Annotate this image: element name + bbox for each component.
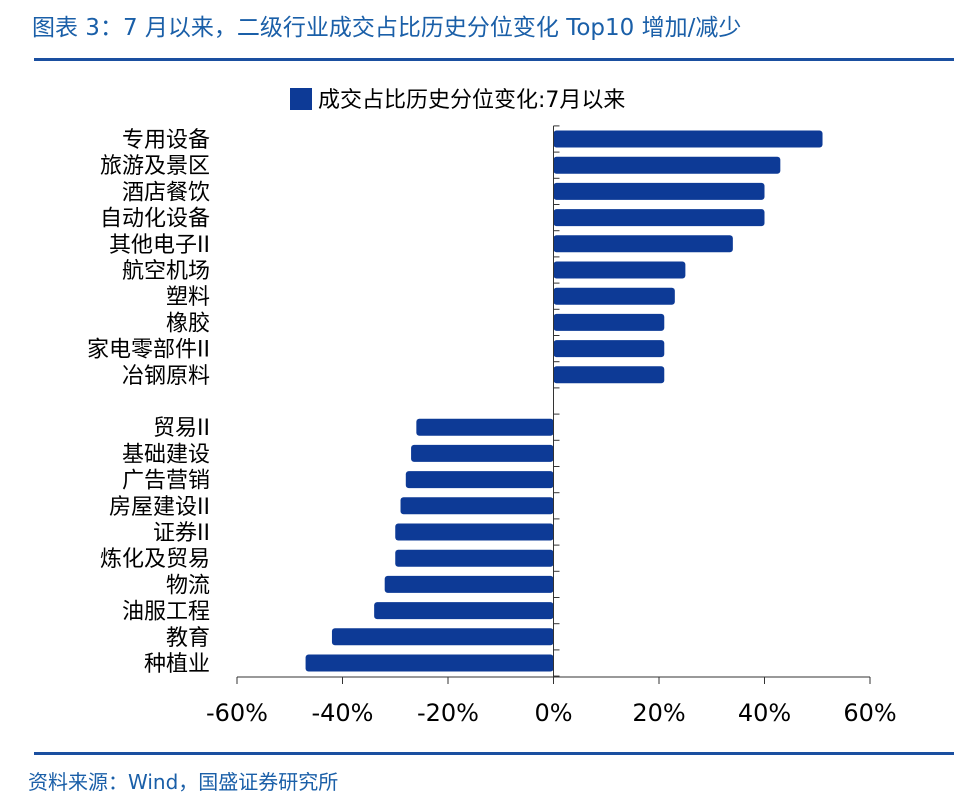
category-label: 酒店餐饮	[122, 180, 210, 205]
category-label: 贸易II	[153, 416, 210, 441]
category-label: 广告营销	[122, 469, 210, 494]
bar	[553, 340, 665, 358]
x-tick-label: 40%	[738, 699, 791, 727]
x-tick-label: -20%	[417, 699, 479, 727]
category-label: 教育	[166, 626, 210, 651]
category-label: 油服工程	[122, 600, 210, 625]
source-note: 资料来源：Wind，国盛证券研究所	[28, 770, 339, 794]
x-tick-label: -60%	[206, 699, 268, 727]
bar	[374, 602, 554, 620]
category-label: 家电零部件II	[87, 338, 210, 363]
category-label: 航空机场	[122, 259, 210, 284]
category-label: 炼化及贸易	[100, 547, 210, 572]
category-label: 旅游及景区	[100, 154, 210, 179]
bar	[416, 418, 554, 436]
category-label: 冶钢原料	[122, 364, 210, 389]
x-tick-label: -40%	[311, 699, 373, 727]
bar	[331, 628, 554, 646]
bar	[400, 497, 554, 515]
category-labels: 专用设备旅游及景区酒店餐饮自动化设备其他电子II航空机场塑料橡胶家电零部件II冶…	[87, 128, 210, 677]
category-label: 塑料	[166, 285, 210, 310]
bar	[553, 182, 765, 200]
category-label: 物流	[166, 573, 210, 598]
category-label: 房屋建设II	[109, 495, 210, 520]
x-tick-label: 20%	[632, 699, 685, 727]
bar	[553, 287, 675, 305]
legend-label: 成交占比历史分位变化:7月以来	[318, 88, 625, 113]
bar	[395, 549, 554, 567]
bar	[395, 523, 554, 541]
bar	[553, 366, 665, 384]
bar-chart: 成交占比历史分位变化:7月以来 专用设备旅游及景区酒店餐饮自动化设备其他电子II…	[87, 88, 897, 727]
bar	[553, 261, 686, 279]
category-label: 证券II	[153, 521, 210, 546]
bar	[553, 235, 733, 253]
bar	[384, 575, 554, 593]
bar	[405, 471, 554, 489]
bar	[553, 313, 665, 331]
category-label: 自动化设备	[100, 207, 210, 232]
category-label: 基础建设	[122, 442, 210, 467]
x-tick-label: 60%	[843, 699, 896, 727]
bar	[305, 654, 554, 672]
bar	[553, 209, 765, 227]
title-rule	[34, 58, 954, 61]
category-label: 种植业	[144, 652, 210, 677]
legend-swatch	[290, 88, 312, 110]
footer-rule	[34, 752, 954, 755]
bar	[411, 444, 554, 462]
category-label: 专用设备	[122, 128, 210, 153]
category-label: 其他电子II	[109, 233, 210, 258]
bar	[553, 156, 781, 174]
axes: -60% -40% -20% 0% 20% 40% 60%	[206, 125, 897, 727]
x-tick-label: 0%	[534, 699, 572, 727]
bars-group	[305, 130, 823, 672]
legend: 成交占比历史分位变化:7月以来	[290, 88, 625, 113]
category-label: 橡胶	[166, 311, 210, 336]
bar	[553, 130, 823, 148]
figure-title: 图表 3：7 月以来，二级行业成交占比历史分位变化 Top10 增加/减少	[32, 15, 742, 41]
